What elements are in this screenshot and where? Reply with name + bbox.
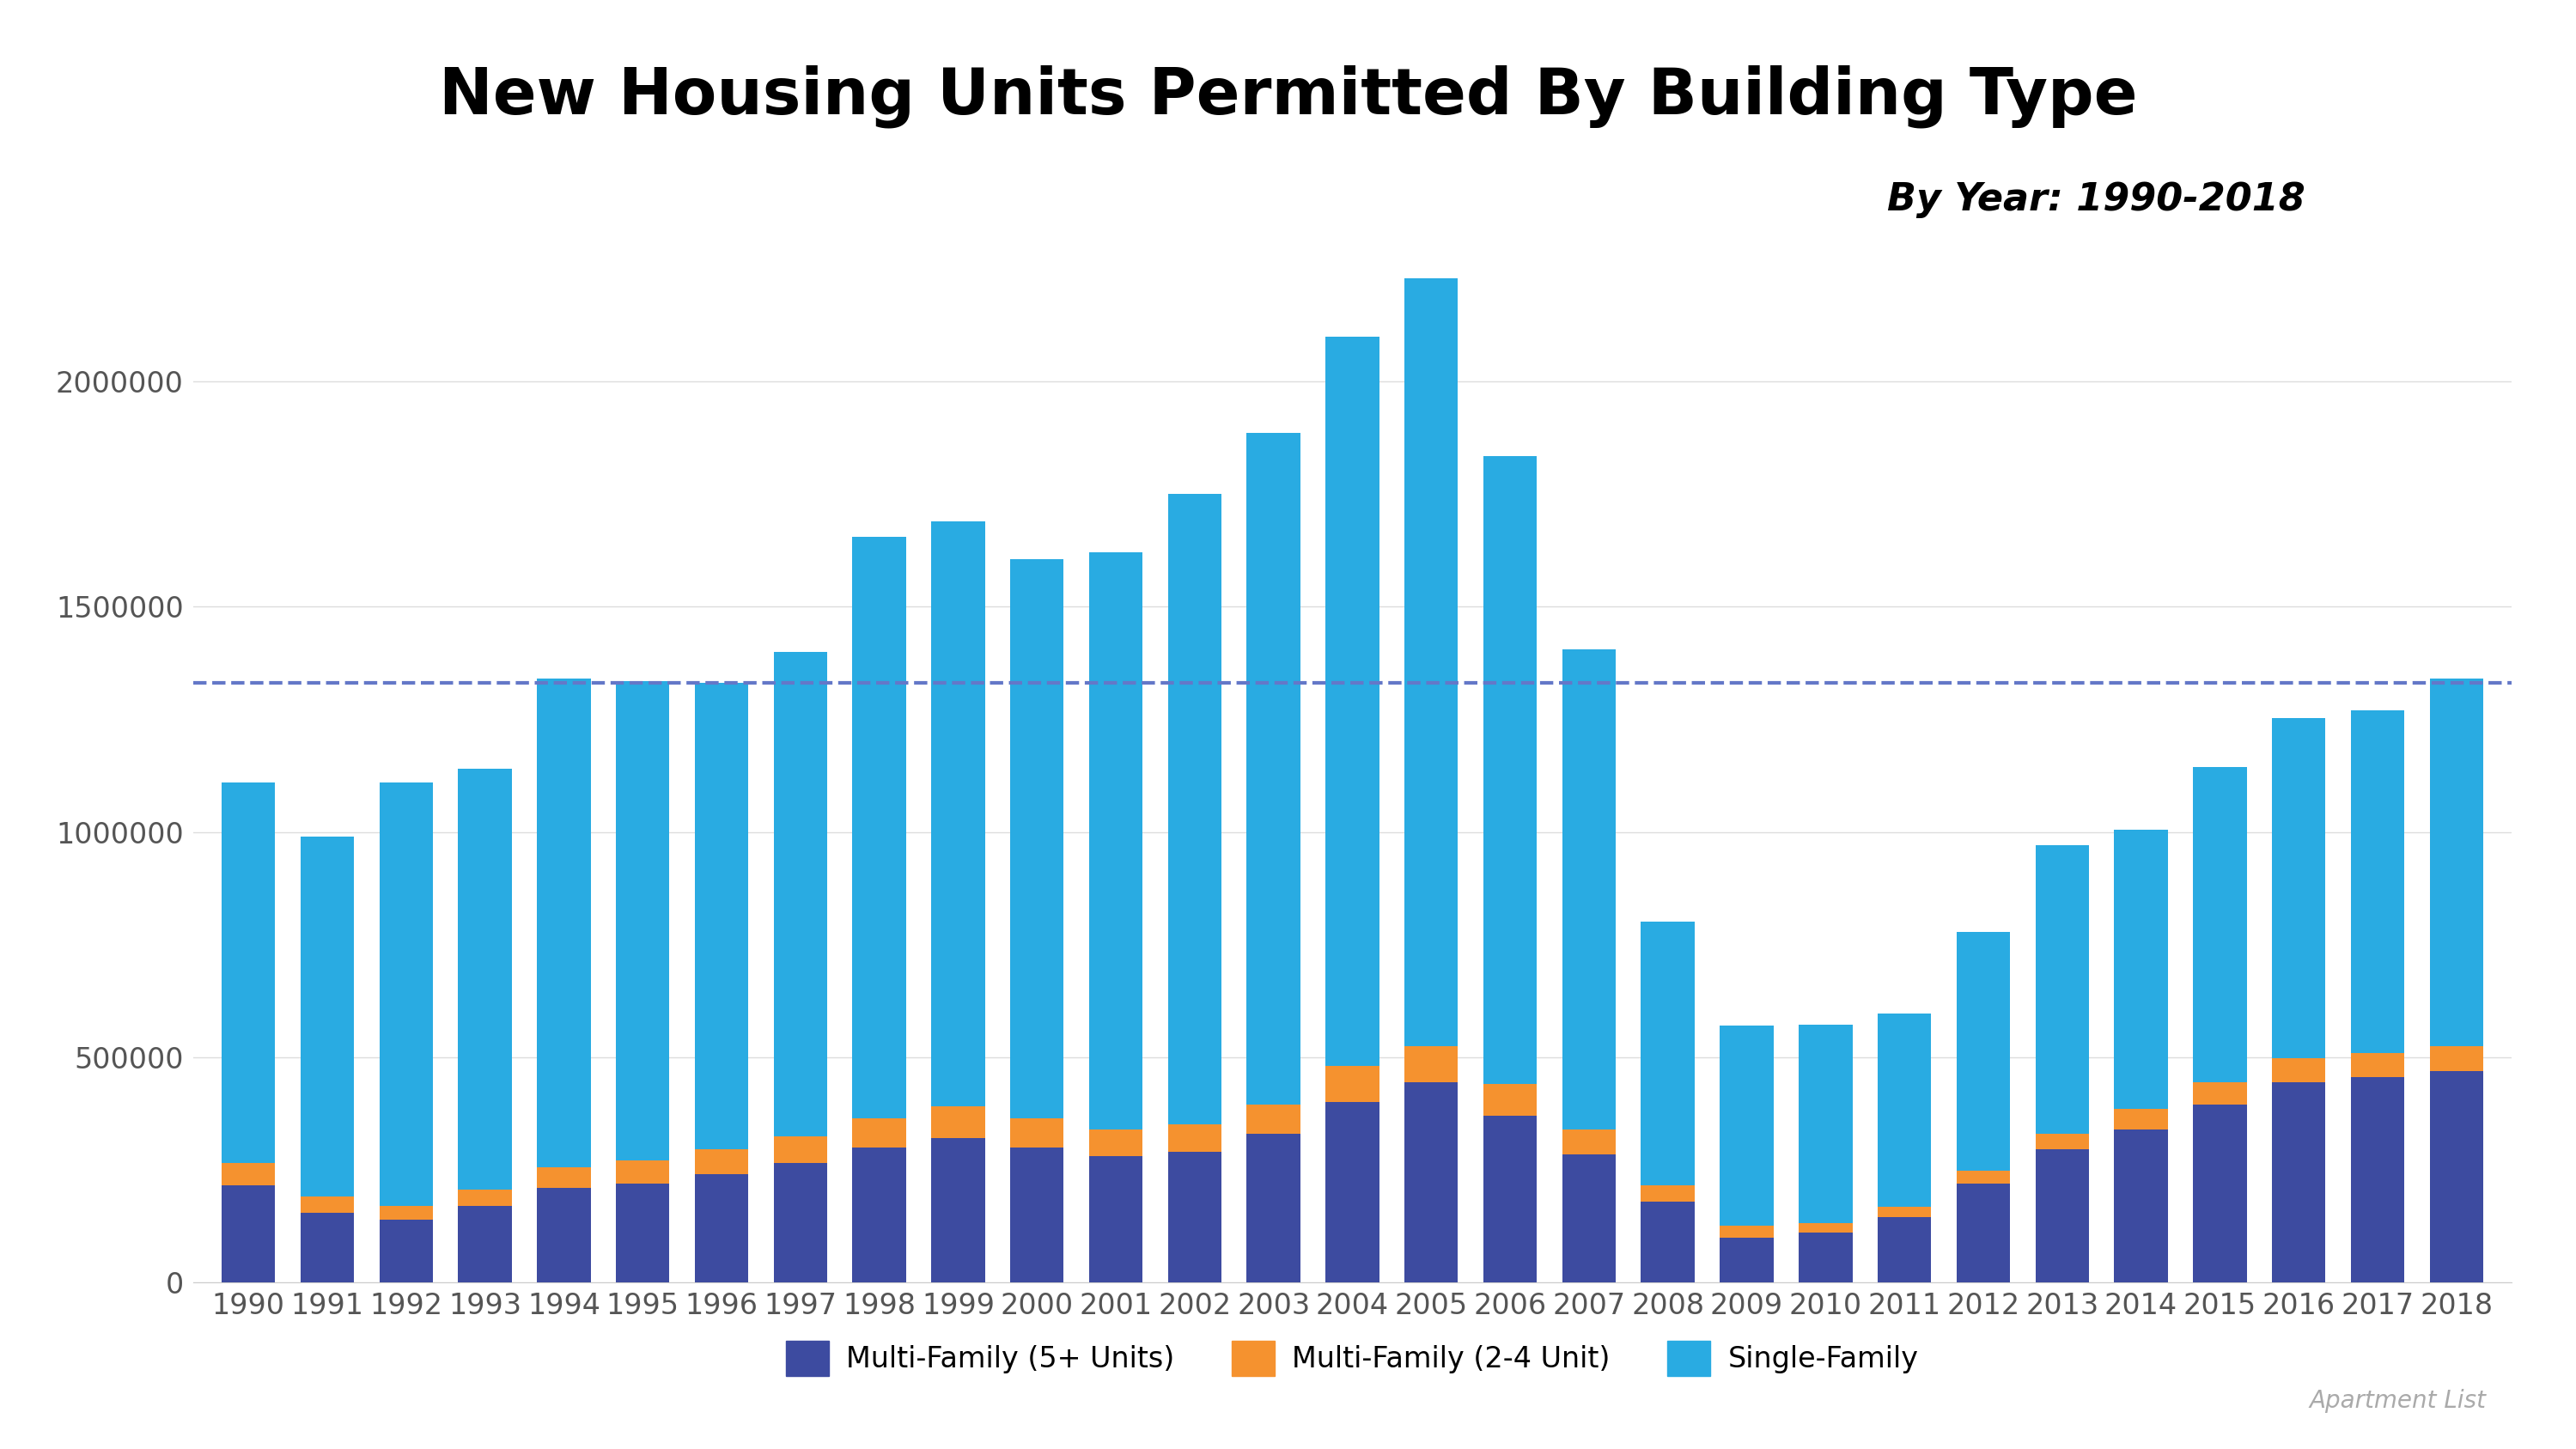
Bar <box>301 1213 353 1282</box>
Bar <box>1247 1104 1301 1133</box>
Bar <box>2192 767 2246 1082</box>
Bar <box>1561 649 1615 1129</box>
Bar <box>1641 1185 1695 1201</box>
Text: New Housing Units Permitted By Building Type: New Housing Units Permitted By Building … <box>438 65 2138 129</box>
Bar <box>616 681 670 1161</box>
Bar <box>2035 1149 2089 1282</box>
Bar <box>2192 1104 2246 1282</box>
Bar <box>696 1174 750 1282</box>
Text: By Year: 1990-2018: By Year: 1990-2018 <box>1888 181 2306 217</box>
Bar <box>2429 1046 2483 1071</box>
Bar <box>222 782 276 1164</box>
Bar <box>2115 830 2169 1108</box>
Bar <box>536 1168 590 1188</box>
Bar <box>1327 1103 1378 1282</box>
Bar <box>379 1219 433 1282</box>
Bar <box>773 652 827 1136</box>
Bar <box>459 1206 513 1282</box>
Bar <box>2035 845 2089 1133</box>
Bar <box>1327 1066 1378 1103</box>
Bar <box>536 1188 590 1282</box>
Bar <box>1247 433 1301 1104</box>
Bar <box>1561 1153 1615 1282</box>
Bar <box>1878 1207 1932 1217</box>
Bar <box>222 1164 276 1185</box>
Bar <box>459 769 513 1190</box>
Bar <box>222 1185 276 1282</box>
Bar <box>2192 1082 2246 1104</box>
Bar <box>696 1149 750 1174</box>
Bar <box>773 1164 827 1282</box>
Bar <box>1327 336 1378 1066</box>
Bar <box>853 1119 907 1148</box>
Bar <box>1878 1013 1932 1207</box>
Bar <box>1721 1226 1772 1237</box>
Bar <box>773 1136 827 1164</box>
Bar <box>459 1190 513 1206</box>
Bar <box>2115 1108 2169 1129</box>
Bar <box>1641 922 1695 1185</box>
Bar <box>1955 932 2009 1171</box>
Bar <box>2429 678 2483 1046</box>
Bar <box>616 1184 670 1282</box>
Bar <box>853 1148 907 1282</box>
Bar <box>1404 1046 1458 1082</box>
Bar <box>1641 1201 1695 1282</box>
Bar <box>1090 1156 1144 1282</box>
Bar <box>2272 719 2326 1058</box>
Bar <box>616 1161 670 1184</box>
Bar <box>301 836 353 1197</box>
Bar <box>1955 1171 2009 1184</box>
Bar <box>1878 1217 1932 1282</box>
Bar <box>301 1197 353 1213</box>
Bar <box>1167 1124 1221 1152</box>
Bar <box>379 782 433 1206</box>
Bar <box>1721 1237 1772 1282</box>
Bar <box>1404 278 1458 1046</box>
Bar <box>933 1107 984 1139</box>
Bar <box>1798 1233 1852 1282</box>
Bar <box>1404 1082 1458 1282</box>
Bar <box>1010 1148 1064 1282</box>
Bar <box>1561 1129 1615 1153</box>
Bar <box>1721 1026 1772 1226</box>
Text: Apartment List: Apartment List <box>2308 1388 2486 1413</box>
Bar <box>1798 1024 1852 1223</box>
Bar <box>2115 1129 2169 1282</box>
Bar <box>1090 1129 1144 1156</box>
Bar <box>536 678 590 1168</box>
Bar <box>1247 1133 1301 1282</box>
Bar <box>1484 456 1538 1084</box>
Bar <box>1167 494 1221 1124</box>
Bar <box>2035 1133 2089 1149</box>
Bar <box>1010 559 1064 1119</box>
Bar <box>2352 1052 2403 1078</box>
Bar <box>2272 1058 2326 1082</box>
Bar <box>1167 1152 1221 1282</box>
Bar <box>933 1139 984 1282</box>
Bar <box>1090 552 1144 1129</box>
Bar <box>1484 1116 1538 1282</box>
Bar <box>1010 1119 1064 1148</box>
Bar <box>1484 1084 1538 1116</box>
Bar <box>1798 1223 1852 1233</box>
Bar <box>696 684 750 1149</box>
Bar <box>379 1206 433 1219</box>
Legend: Multi-Family (5+ Units), Multi-Family (2-4 Unit), Single-Family: Multi-Family (5+ Units), Multi-Family (2… <box>775 1329 1929 1387</box>
Bar <box>2272 1082 2326 1282</box>
Bar <box>853 538 907 1119</box>
Bar <box>2352 710 2403 1052</box>
Bar <box>2429 1071 2483 1282</box>
Bar <box>2352 1078 2403 1282</box>
Bar <box>1955 1184 2009 1282</box>
Bar <box>933 522 984 1107</box>
